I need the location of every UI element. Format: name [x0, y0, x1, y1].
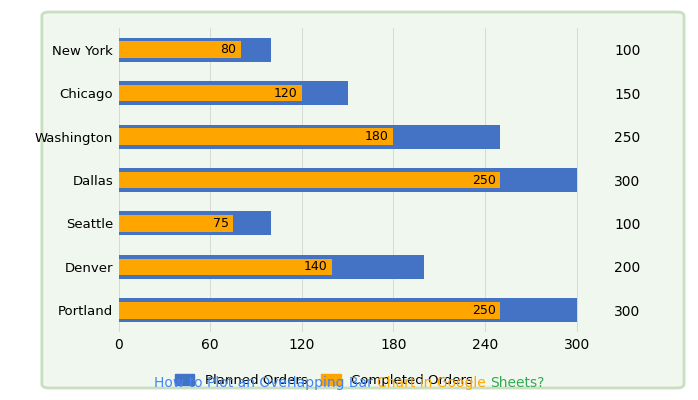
Text: Sheets?: Sheets?: [490, 376, 544, 390]
Legend: Planned Orders, Completed Orders: Planned Orders, Completed Orders: [170, 368, 478, 392]
Text: 75: 75: [213, 217, 229, 230]
Bar: [119, 81, 348, 105]
Bar: [119, 172, 500, 188]
Text: How to Plot an Overlapping Bar: How to Plot an Overlapping Bar: [154, 376, 377, 390]
Text: 250: 250: [472, 174, 496, 186]
Text: 120: 120: [274, 87, 297, 100]
Bar: [119, 212, 272, 235]
Bar: [119, 85, 302, 101]
Bar: [119, 255, 424, 279]
Text: 250: 250: [472, 304, 496, 317]
Text: 140: 140: [304, 260, 328, 273]
Bar: [119, 168, 577, 192]
Bar: [119, 38, 272, 62]
Bar: [119, 259, 332, 275]
Bar: [119, 125, 500, 148]
Text: 180: 180: [365, 130, 389, 143]
Bar: [119, 42, 241, 58]
Text: 80: 80: [221, 43, 236, 56]
Bar: [119, 215, 233, 232]
Bar: [119, 128, 394, 145]
Bar: [119, 298, 577, 322]
Text: Chart in Google: Chart in Google: [377, 376, 490, 390]
Bar: [119, 302, 500, 318]
